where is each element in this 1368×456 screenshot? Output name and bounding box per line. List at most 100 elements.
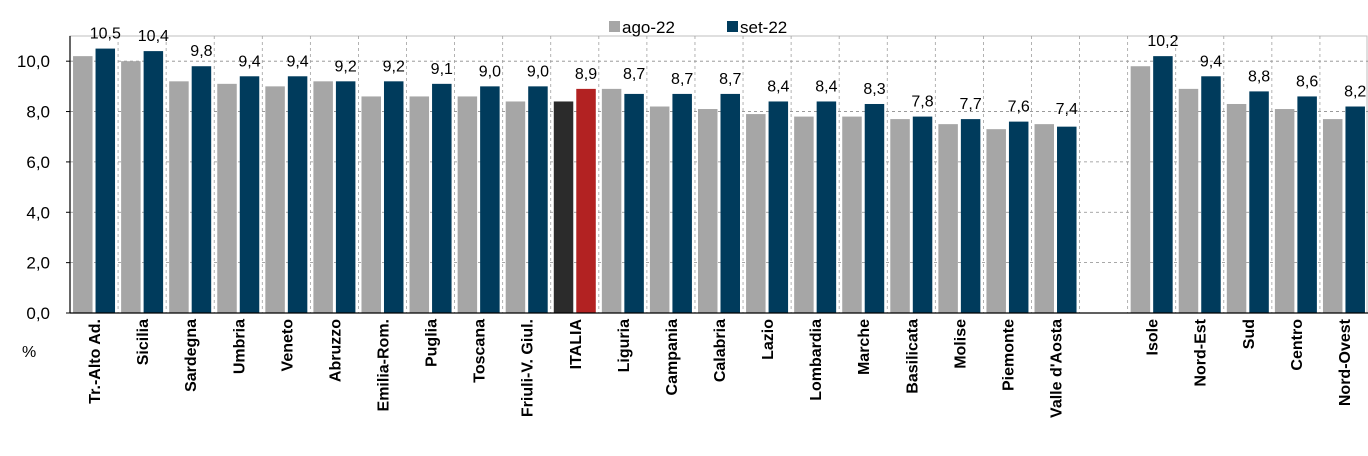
bar-set-22 <box>1057 126 1077 314</box>
bar-ago-22 <box>457 96 478 313</box>
data-label: 8,8 <box>1248 68 1270 85</box>
category-label: Tr.-Alto Ad. <box>87 319 104 404</box>
bar-set-22 <box>432 83 452 313</box>
category-label: Lombardia <box>808 319 825 401</box>
bar-set-22 <box>1297 96 1317 313</box>
bar-ago-22 <box>121 61 141 313</box>
data-label: 7,8 <box>911 94 933 111</box>
bar-ago-22 <box>746 114 766 314</box>
data-label: 10,4 <box>138 28 169 45</box>
category-label: Veneto <box>279 319 296 372</box>
data-label: 8,6 <box>1296 73 1318 90</box>
bar-ago-22 <box>313 81 333 313</box>
bar-set-22 <box>624 93 644 313</box>
category-label: Isole <box>1145 319 1162 356</box>
bar-ago-22 <box>1034 124 1055 314</box>
y-tick-label: 10,0 <box>17 52 50 71</box>
category-label: Abruzzo <box>327 319 344 382</box>
bar-set-22 <box>912 116 933 313</box>
bar-ago-22 <box>698 109 718 313</box>
bar-set-22 <box>1201 76 1221 313</box>
bar-ago-22 <box>1178 88 1199 313</box>
bar-ago-22 <box>649 106 670 313</box>
bar-set-22 <box>960 119 981 313</box>
legend-swatch-set-22 <box>727 21 738 32</box>
data-label: 8,7 <box>623 66 645 83</box>
bar-set-22 <box>480 86 500 313</box>
category-label: Piemonte <box>1000 319 1017 391</box>
bar-set-22 <box>864 103 885 313</box>
data-label: 7,6 <box>1008 99 1030 116</box>
bar-set-22 <box>768 101 789 314</box>
bar-set-22 <box>191 66 212 313</box>
bar-ago-22 <box>505 101 526 314</box>
y-axis-tick-labels: 0,0 2,0 4,0 6,0 8,0 10,0 <box>17 52 50 323</box>
data-label: 8,4 <box>767 78 789 95</box>
y-tick-label: 6,0 <box>26 153 50 172</box>
category-label: Marche <box>856 319 873 375</box>
data-label: 8,2 <box>1344 84 1366 101</box>
bar-ago-22 <box>217 83 237 313</box>
data-label: 9,4 <box>286 53 308 70</box>
legend-swatch-ago-22 <box>609 21 620 32</box>
legend: ago-22 set-22 <box>609 18 787 37</box>
category-label: Emilia-Rom. <box>375 319 392 411</box>
data-label: 9,2 <box>335 58 357 75</box>
category-label: Sicilia <box>135 319 152 365</box>
bar-ago-22 <box>1226 103 1247 313</box>
bar-set-22 <box>1008 121 1029 313</box>
category-label: Lazio <box>760 319 777 360</box>
bar-set-22 <box>95 48 116 313</box>
bar-ago-22 <box>794 116 814 313</box>
category-label: Centro <box>1289 319 1306 371</box>
bar-ago-22 <box>361 96 381 313</box>
bar-set-22 <box>576 88 596 313</box>
category-label: Umbria <box>231 319 248 374</box>
data-label: 8,3 <box>863 81 885 98</box>
data-label: 9,0 <box>479 63 501 80</box>
bar-set-22 <box>720 93 740 313</box>
data-label: 8,9 <box>575 66 597 83</box>
bar-ago-22 <box>1322 119 1343 313</box>
bar-ago-22 <box>842 116 862 313</box>
category-label: Nord-Est <box>1193 318 1210 386</box>
data-label: 9,2 <box>383 58 405 75</box>
data-label: 10,2 <box>1147 33 1178 50</box>
category-label: Campania <box>664 319 681 396</box>
category-label: Valle d'Aosta <box>1049 319 1066 418</box>
y-tick-label: 2,0 <box>26 254 50 273</box>
bar-set-22 <box>672 93 692 313</box>
y-unit-label: % <box>22 344 36 361</box>
data-label: 9,4 <box>1200 53 1222 70</box>
bar-set-22 <box>383 81 404 313</box>
data-label: 10,5 <box>90 26 121 43</box>
data-label: 9,4 <box>238 53 260 70</box>
category-label: Liguria <box>616 319 633 372</box>
bar-ago-22 <box>169 81 189 313</box>
bar-set-22 <box>1249 91 1269 314</box>
bar-ago-22 <box>1274 109 1295 313</box>
y-tick-label: 4,0 <box>26 203 50 222</box>
bar-ago-22 <box>986 129 1006 313</box>
bar-ago-22 <box>938 124 958 314</box>
bars <box>73 48 1365 314</box>
bar-ago-22 <box>890 119 910 313</box>
data-label: 8,4 <box>815 78 837 95</box>
category-label: Puglia <box>424 319 441 367</box>
category-label: Toscana <box>472 319 489 383</box>
legend-label-set-22: set-22 <box>740 18 787 37</box>
bar-set-22 <box>143 51 164 313</box>
bar-set-22 <box>335 81 356 313</box>
data-label: 8,7 <box>671 71 693 88</box>
bar-set-22 <box>1345 106 1365 313</box>
category-label: Calabria <box>712 319 729 382</box>
bar-ago-22 <box>73 56 93 314</box>
data-label: 9,1 <box>431 61 453 78</box>
axes <box>66 36 1368 314</box>
y-tick-label: 8,0 <box>26 103 50 122</box>
data-label: 7,7 <box>959 96 981 113</box>
category-label: Friuli-V. Giul. <box>520 319 537 417</box>
category-label: Molise <box>952 319 969 369</box>
data-label: 9,0 <box>527 63 549 80</box>
data-label: 9,8 <box>190 43 212 60</box>
